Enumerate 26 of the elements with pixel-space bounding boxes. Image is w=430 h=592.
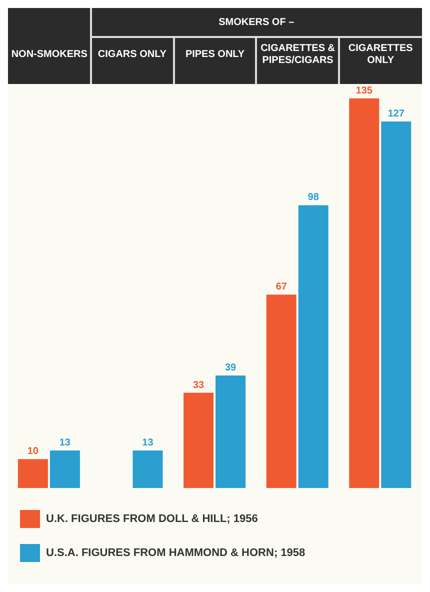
x-tick-label: CIGARS ONLY: [98, 49, 167, 60]
data-label: 135: [356, 85, 373, 96]
data-label: 127: [388, 108, 405, 120]
bar: [266, 294, 296, 488]
bar: [349, 98, 380, 488]
data-label: 13: [142, 437, 154, 448]
data-label: 13: [59, 437, 71, 448]
data-label: 33: [192, 380, 205, 391]
bar: [381, 122, 412, 488]
data-label: 39: [224, 362, 237, 374]
bar: [216, 375, 246, 488]
data-label: 10: [27, 446, 39, 458]
data-label: 67: [276, 282, 288, 293]
legend-label: U.S.A. FIGURES FROM HAMMOND & HORN; 1958: [46, 547, 306, 559]
x-tick-label: NON-SMOKERS: [11, 49, 88, 60]
bar: [184, 392, 214, 488]
bar: [132, 450, 163, 488]
chart-subtitle: SMOKERS OF –: [90, 8, 422, 38]
bar: [298, 205, 328, 488]
bar: [18, 459, 48, 488]
bar: [50, 450, 80, 488]
legend-label: U.K. FIGURES FROM DOLL & HILL; 1956: [46, 513, 258, 525]
data-label: 98: [308, 192, 320, 204]
x-tick-label: CIGARETTES ONLY: [348, 43, 414, 66]
x-tick-label: PIPES ONLY: [185, 49, 245, 60]
x-tick-label: CIGARETTES & PIPES/CIGARS: [260, 43, 336, 66]
